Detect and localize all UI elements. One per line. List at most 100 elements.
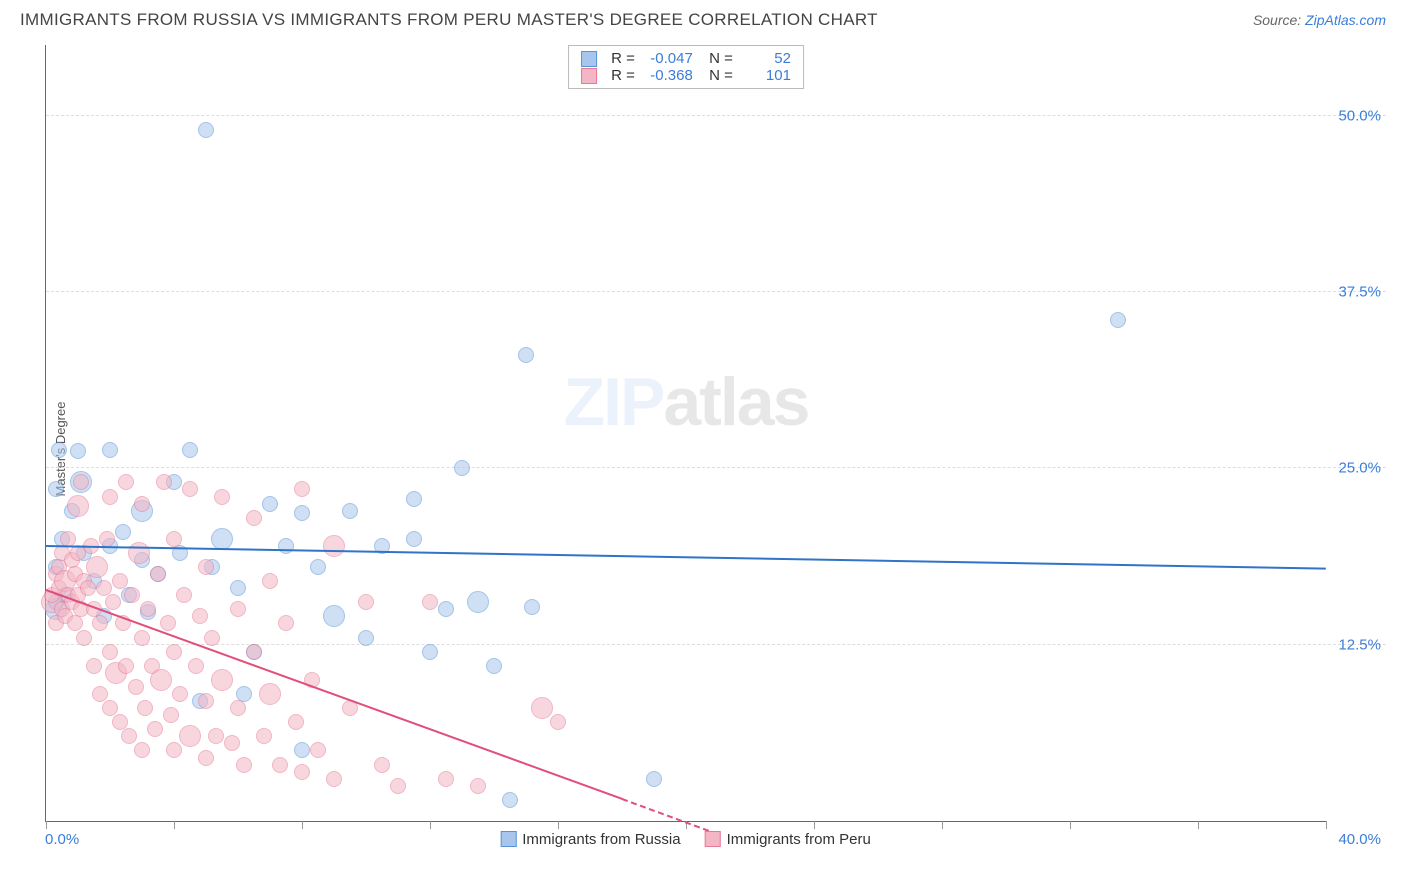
scatter-point [358,630,374,646]
scatter-point [323,605,345,627]
scatter-point [278,538,294,554]
y-tick-label: 25.0% [1338,460,1381,477]
scatter-point [112,714,128,730]
scatter-point [172,686,188,702]
scatter-point [182,481,198,497]
scatter-point [224,735,240,751]
watermark: ZIPatlas [564,363,809,441]
legend-swatch [581,68,597,84]
scatter-point [67,615,83,631]
legend-swatch [500,831,516,847]
scatter-point [406,531,422,547]
scatter-point [128,679,144,695]
series-legend-item: Immigrants from Russia [500,831,680,848]
scatter-point [92,615,108,631]
scatter-point [166,531,182,547]
scatter-point [92,686,108,702]
scatter-point [531,697,553,719]
scatter-point [438,601,454,617]
scatter-point [96,580,112,596]
scatter-point [80,580,96,596]
scatter-point [646,771,662,787]
scatter-point [115,524,131,540]
scatter-point [198,693,214,709]
y-tick-label: 12.5% [1338,636,1381,653]
scatter-point [118,658,134,674]
gridline [46,115,1386,116]
scatter-point [550,714,566,730]
scatter-point [166,742,182,758]
scatter-point [438,771,454,787]
scatter-point [140,601,156,617]
scatter-point [211,528,233,550]
scatter-point [134,496,150,512]
scatter-point [358,594,374,610]
scatter-point [70,443,86,459]
legend-row: R = -0.047 N = 52 [581,50,791,67]
scatter-point [326,771,342,787]
x-max-label: 40.0% [1338,831,1381,848]
plot-area: ZIPatlas R = -0.047 N = 52R = -0.368 N =… [45,45,1326,822]
scatter-point [128,542,150,564]
scatter-point [102,644,118,660]
scatter-point [406,491,422,507]
scatter-point [208,728,224,744]
scatter-point [179,725,201,747]
correlation-legend: R = -0.047 N = 52R = -0.368 N = 101 [568,45,804,89]
gridline [46,467,1386,468]
scatter-point [1110,312,1126,328]
scatter-point [524,599,540,615]
scatter-point [67,495,89,517]
scatter-point [422,644,438,660]
series-legend-item: Immigrants from Peru [705,831,871,848]
series-legend: Immigrants from Russia Immigrants from Pe… [500,831,871,848]
scatter-point [124,587,140,603]
scatter-point [105,594,121,610]
scatter-point [147,721,163,737]
scatter-point [198,559,214,575]
scatter-point [160,615,176,631]
scatter-point [272,757,288,773]
scatter-point [470,778,486,794]
scatter-point [230,700,246,716]
scatter-point [198,750,214,766]
x-tick [1326,821,1327,829]
scatter-point [102,489,118,505]
scatter-point [137,700,153,716]
y-tick-label: 37.5% [1338,283,1381,300]
x-axis: 0.0% Immigrants from RussiaImmigrants fr… [45,826,1326,852]
scatter-point [166,644,182,660]
scatter-point [230,580,246,596]
scatter-point [259,683,281,705]
legend-swatch [705,831,721,847]
scatter-point [192,608,208,624]
scatter-point [502,792,518,808]
scatter-point [246,644,262,660]
scatter-point [134,630,150,646]
scatter-point [102,442,118,458]
scatter-point [163,707,179,723]
source-link[interactable]: ZipAtlas.com [1305,12,1386,28]
scatter-point [422,594,438,610]
chart-title: IMMIGRANTS FROM RUSSIA VS IMMIGRANTS FRO… [20,10,878,30]
scatter-point [102,700,118,716]
scatter-point [467,591,489,613]
scatter-point [198,122,214,138]
scatter-point [294,742,310,758]
scatter-point [150,566,166,582]
scatter-point [294,764,310,780]
source-attribution: Source: ZipAtlas.com [1253,12,1386,28]
scatter-point [86,658,102,674]
scatter-point [176,587,192,603]
scatter-point [246,510,262,526]
scatter-point [278,615,294,631]
scatter-point [390,778,406,794]
scatter-point [86,556,108,578]
scatter-point [262,573,278,589]
y-tick-label: 50.0% [1338,107,1381,124]
scatter-point [121,728,137,744]
scatter-point [323,535,345,557]
trend-line [46,545,1326,570]
scatter-point [262,496,278,512]
scatter-point [294,481,310,497]
